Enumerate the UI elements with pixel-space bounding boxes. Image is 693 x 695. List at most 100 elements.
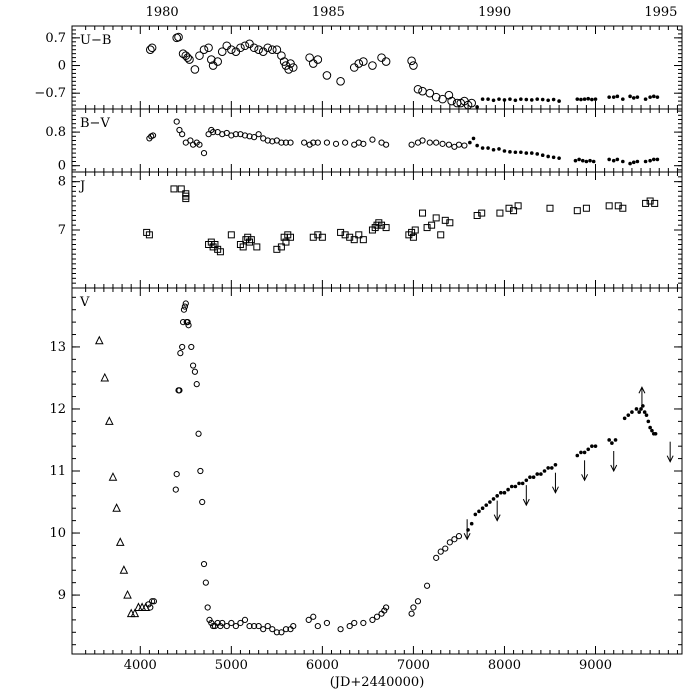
- data-point-square: [409, 233, 417, 241]
- data-point-circle: [202, 579, 209, 586]
- data-point-circle: [219, 619, 226, 627]
- data-point-dot: [551, 97, 556, 102]
- data-point-circle: [246, 133, 253, 140]
- data-point-square: [246, 238, 254, 246]
- data-point-dot: [546, 466, 550, 470]
- data-point-circle: [455, 141, 463, 148]
- data-point-square: [437, 231, 445, 239]
- data-point-dot: [551, 155, 556, 160]
- data-point-dot: [586, 447, 591, 452]
- data-point-square: [253, 243, 261, 251]
- data-point-circle: [173, 118, 180, 125]
- data-point-circle: [278, 139, 285, 146]
- data-point-dot: [557, 99, 561, 103]
- data-point-dot: [631, 96, 636, 100]
- data-point-circle: [231, 47, 241, 56]
- data-point-circle: [373, 613, 381, 620]
- data-point-triangle: [108, 472, 118, 481]
- y-tick-label: 0.8: [45, 125, 66, 140]
- data-point-circle: [149, 598, 156, 605]
- data-point-dot: [529, 98, 534, 102]
- data-point-triangle: [130, 608, 140, 618]
- data-point-circle: [250, 134, 258, 141]
- data-point-dot: [508, 150, 512, 154]
- data-point-circle: [346, 622, 353, 630]
- data-point-dot: [468, 140, 472, 145]
- data-point-dot: [519, 97, 523, 101]
- data-point-circle: [264, 137, 271, 144]
- data-point-circle: [313, 55, 323, 64]
- data-point-circle: [179, 319, 187, 326]
- data-point-circle: [336, 77, 345, 86]
- data-point-dot: [650, 428, 654, 433]
- data-point-circle: [199, 45, 209, 55]
- data-point-circle: [185, 55, 194, 64]
- y-tick-label: 0: [58, 59, 66, 74]
- data-point-dot: [491, 98, 496, 103]
- data-point-square: [346, 233, 354, 241]
- data-point-dot: [491, 497, 496, 501]
- data-point-circle: [241, 616, 249, 623]
- data-point-dot: [607, 95, 611, 99]
- data-point-circle: [199, 498, 206, 506]
- data-point-circle: [279, 57, 289, 66]
- data-point-circle: [351, 619, 358, 627]
- data-point-circle: [433, 139, 440, 146]
- data-point-circle: [182, 300, 189, 307]
- data-point-square: [378, 221, 386, 229]
- data-point-dot: [529, 151, 534, 155]
- data-point-circle: [383, 141, 390, 148]
- data-point-square: [170, 185, 178, 193]
- data-point-dot: [506, 487, 510, 492]
- data-point-square: [287, 233, 295, 241]
- data-point-square: [207, 238, 215, 246]
- data-point-square: [382, 224, 390, 232]
- data-point-circle: [232, 131, 239, 138]
- data-point-circle: [147, 604, 154, 611]
- data-point-circle: [180, 306, 188, 313]
- data-point-dot: [630, 410, 634, 414]
- data-point-circle: [185, 322, 192, 329]
- data-point-triangle: [105, 416, 114, 425]
- data-point-dot: [535, 472, 540, 476]
- data-point-circle: [187, 137, 194, 144]
- data-point-circle: [282, 626, 290, 633]
- data-point-circle: [314, 622, 321, 630]
- data-point-circle: [431, 92, 441, 102]
- data-point-dot: [651, 157, 656, 162]
- data-point-circle: [272, 45, 282, 55]
- data-point-circle: [455, 533, 463, 540]
- data-point-square: [209, 243, 217, 251]
- data-point-circle: [200, 560, 208, 568]
- data-point-circle: [204, 604, 211, 611]
- data-point-dot: [607, 157, 611, 162]
- data-point-circle: [213, 57, 222, 66]
- data-point-circle: [438, 94, 447, 104]
- data-point-circle: [323, 139, 331, 146]
- panel-label-j: J: [78, 179, 85, 194]
- down-arrow-head: [610, 464, 618, 473]
- data-point-circle: [308, 59, 318, 68]
- data-point-dot: [590, 444, 594, 448]
- data-point-dot: [480, 146, 485, 150]
- data-point-dot: [655, 157, 660, 162]
- data-point-dot: [513, 484, 518, 489]
- data-point-circle: [467, 98, 476, 108]
- data-point-dot: [471, 136, 476, 141]
- data-point-circle: [172, 486, 179, 493]
- data-point-square: [419, 209, 427, 217]
- data-point-dot: [575, 453, 580, 458]
- x-tick-label: 9000: [579, 658, 612, 673]
- data-point-circle: [447, 96, 456, 106]
- data-point-circle: [255, 622, 262, 630]
- data-point-dot: [480, 97, 485, 101]
- data-point-dot: [475, 143, 479, 148]
- data-point-circle: [269, 138, 276, 145]
- data-point-dot: [621, 159, 625, 164]
- data-point-dot: [469, 521, 474, 526]
- data-point-circle: [264, 622, 271, 630]
- data-point-circle: [227, 45, 236, 55]
- x-tick-label: 4000: [124, 658, 157, 673]
- data-point-circle: [223, 622, 230, 630]
- down-arrow-head: [463, 533, 471, 541]
